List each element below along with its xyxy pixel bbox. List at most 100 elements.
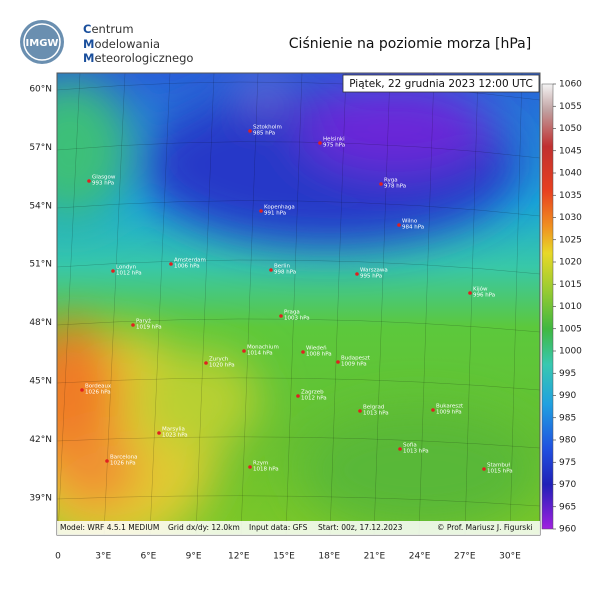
city-pressure: 1026 hPa — [110, 461, 136, 467]
colorbar-label: 1040 — [559, 169, 582, 179]
title: Ciśnienie na poziomie morza [hPa] — [289, 36, 531, 52]
colorbar-label: 965 — [559, 502, 576, 512]
colorbar — [541, 83, 554, 530]
city-pressure: 1015 hPa — [487, 469, 513, 475]
colorbar-label: 1000 — [559, 347, 582, 357]
city-name: Helsinki — [323, 137, 345, 143]
colorbar-label: 1015 — [559, 280, 582, 290]
colorbar-label: 1005 — [559, 324, 582, 334]
pressure-field — [57, 73, 540, 535]
city-name: Zurych — [209, 357, 229, 363]
org-line: Meteorologicznego — [83, 51, 193, 65]
city-dot — [358, 409, 362, 413]
colorbar-label: 985 — [559, 413, 576, 423]
lat-label: 54°N — [29, 201, 52, 211]
footer-info: Input data: GFS — [249, 523, 308, 532]
city-pressure: 975 hPa — [323, 143, 345, 149]
city-dot — [482, 467, 486, 471]
colorbar-label: 975 — [559, 458, 576, 468]
lon-label: 27°E — [454, 552, 476, 562]
city-dot — [248, 465, 252, 469]
city-dot — [259, 209, 263, 213]
city-name: Sofia — [403, 443, 417, 449]
labels: 60°N 57°N 54°N 51°N 48°N 45°N 42°N 39°N 0 3°E 6°E 9… — [29, 80, 582, 562]
city-name: Praga — [284, 310, 300, 316]
city-pressure: 1012 hPa — [301, 396, 327, 402]
footer-info: © Prof. Mariusz J. Figurski — [437, 523, 533, 532]
city-dot — [379, 182, 383, 186]
city-dot — [87, 179, 91, 183]
colorbar-label: 1030 — [559, 213, 582, 223]
colorbar-label: 990 — [559, 391, 576, 401]
lon-label: 24°E — [409, 552, 431, 562]
logo-text: IMGW — [26, 38, 59, 49]
city-pressure: 1020 hPa — [209, 363, 235, 369]
city-dot — [301, 350, 305, 354]
city-name: Amsterdam — [174, 258, 206, 264]
city-name: Londyn — [116, 265, 137, 271]
city-dot — [279, 314, 283, 318]
lat-label: 48°N — [29, 318, 52, 328]
city-pressure: 995 hPa — [360, 274, 382, 280]
city-name: Paryż — [136, 319, 151, 325]
city-dot — [111, 269, 115, 273]
city-dot — [131, 323, 135, 327]
city-dot — [204, 361, 208, 365]
city-pressure: 1018 hPa — [253, 467, 279, 473]
lat-label: 45°N — [29, 377, 52, 387]
timestamp: Piątek, 22 grudnia 2023 12:00 UTC — [349, 78, 533, 90]
city-pressure: 1003 hPa — [284, 316, 310, 322]
city-name: Bordeaux — [85, 384, 112, 390]
city-pressure: 1009 hPa — [341, 362, 367, 368]
colorbar-label: 980 — [559, 436, 576, 446]
city-dot — [397, 223, 401, 227]
city-dot — [296, 394, 300, 398]
lon-label: 21°E — [364, 552, 386, 562]
city-name: Wiedeń — [306, 345, 327, 352]
city-name: Stambuł — [487, 463, 510, 469]
lon-label: 15°E — [273, 552, 295, 562]
city-dot — [431, 408, 435, 412]
city-pressure: 1012 hPa — [116, 271, 142, 277]
city-name: Monachium — [247, 345, 279, 351]
footer-info: Start: 00z, 17.12.2023 — [318, 523, 403, 532]
city-name: Zagrzeb — [301, 390, 324, 396]
city-dot — [269, 268, 273, 272]
colorbar-label: 1035 — [559, 191, 582, 201]
city-pressure: 996 hPa — [473, 293, 495, 299]
city-pressure: 1023 hPa — [162, 433, 188, 439]
city-pressure: 985 hPa — [253, 131, 275, 137]
org-line: Modelowania — [83, 37, 160, 51]
colorbar-label: 1060 — [559, 80, 582, 90]
city-pressure: 1026 hPa — [85, 390, 111, 396]
city-name: Barcelona — [110, 455, 137, 461]
lat-label: 51°N — [29, 260, 52, 270]
city-pressure: 1006 hPa — [174, 264, 200, 270]
city-name: Kopenhaga — [264, 205, 295, 211]
colorbar-label: 1025 — [559, 235, 582, 245]
logo: IMGW — [20, 20, 64, 64]
colorbar-label: 995 — [559, 369, 576, 379]
org-line: Centrum — [83, 22, 134, 36]
city-dot — [105, 459, 109, 463]
city-name: Warszawa — [360, 268, 388, 274]
city-name: Bukareszt — [436, 404, 464, 410]
lon-label: 0 — [55, 552, 61, 562]
footer-info: Grid dx/dy: 12.0km — [168, 523, 240, 532]
city-pressure: 984 hPa — [402, 225, 424, 231]
lon-label: 3°E — [95, 552, 111, 562]
city-pressure: 1009 hPa — [436, 410, 462, 416]
city-name: Ryga — [384, 178, 398, 184]
lat-label: 39°N — [29, 493, 52, 503]
lon-label: 12°E — [228, 552, 250, 562]
lon-label: 30°E — [499, 552, 521, 562]
city-name: Belgrad — [363, 405, 384, 411]
city-dot — [398, 447, 402, 451]
city-dot — [157, 431, 161, 435]
city-pressure: 1019 hPa — [136, 325, 162, 331]
city-pressure: 1014 hPa — [247, 351, 273, 357]
colorbar-label: 970 — [559, 480, 576, 490]
city-pressure: 998 hPa — [274, 270, 296, 276]
city-dot — [318, 141, 322, 145]
